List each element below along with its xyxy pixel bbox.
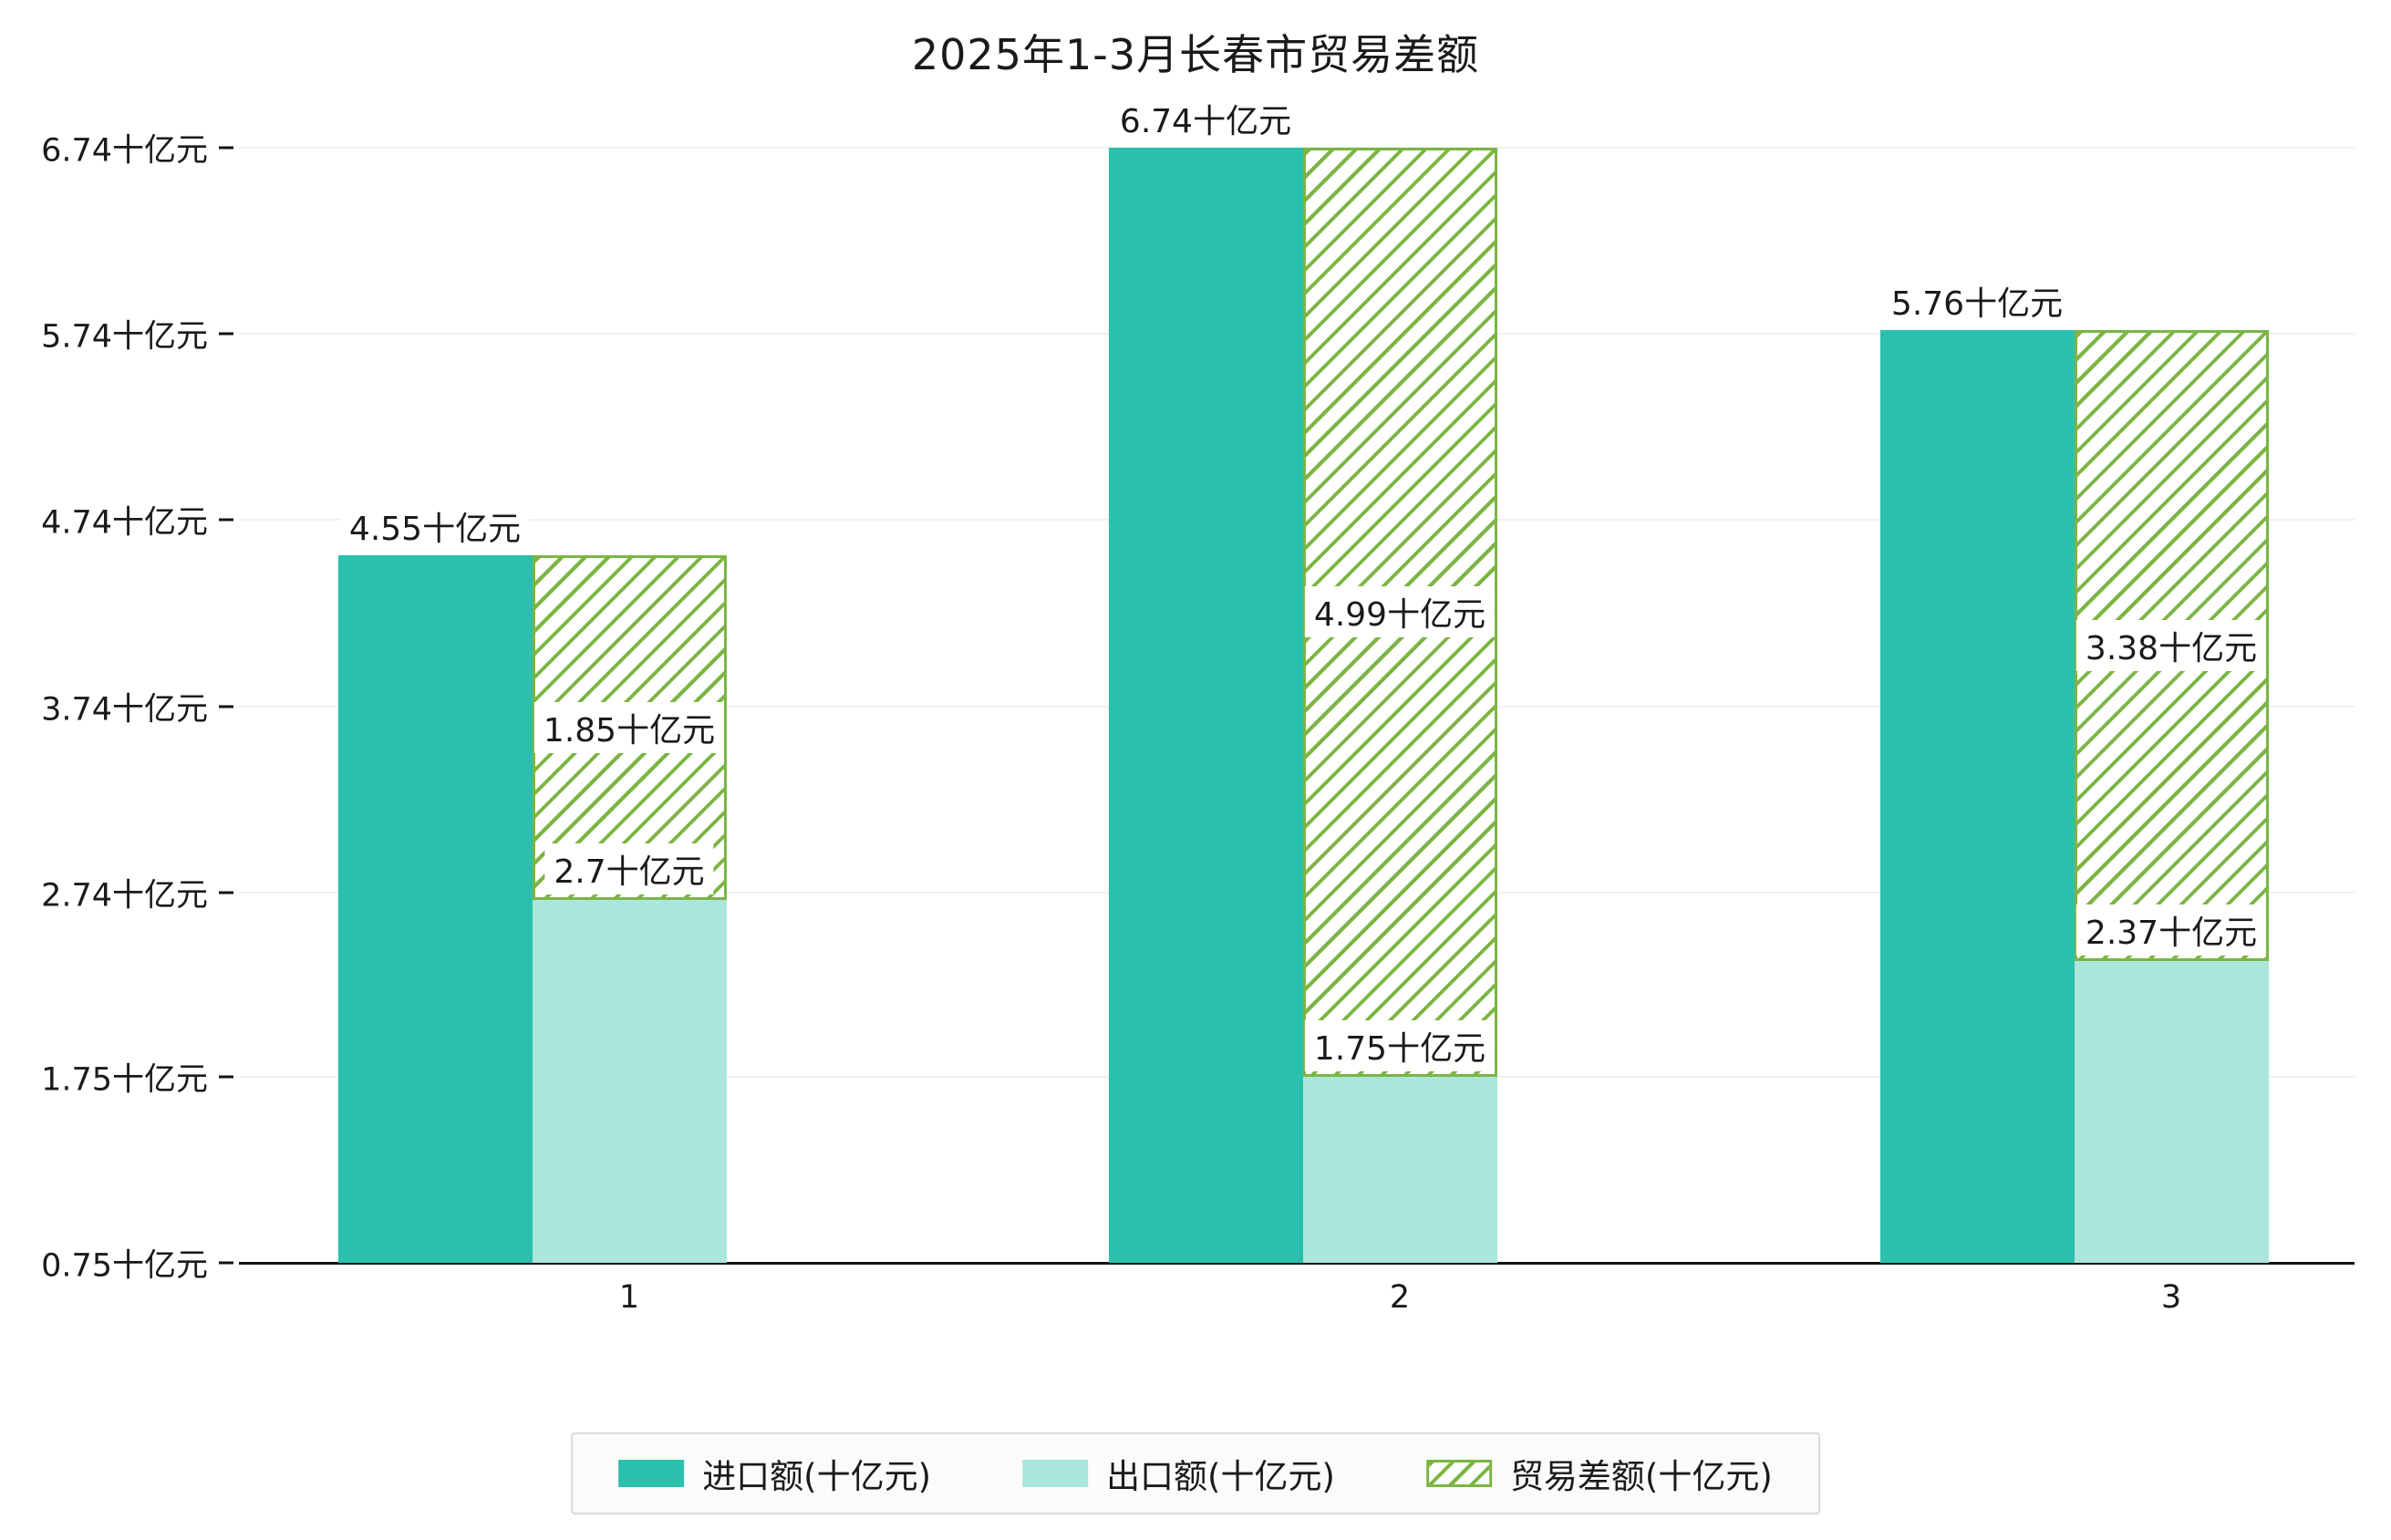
y-tick-mark (219, 146, 233, 150)
y-tick-mark (219, 518, 233, 522)
y-axis-tick-label: 4.74十亿元 (41, 504, 208, 542)
y-axis-tick-label: 6.74十亿元 (41, 132, 208, 170)
legend-label-balance: 贸易差额(十亿元) (1509, 1457, 1773, 1496)
export-swatch-icon (1022, 1460, 1089, 1487)
chart-title: 2025年1-3月长春市贸易差额 (911, 30, 1480, 79)
export-bar (532, 899, 727, 1263)
import-bar (1879, 330, 2075, 1263)
y-tick-mark (219, 705, 233, 708)
export-bar (1302, 1076, 1497, 1263)
balance-hatch-swatch-icon (1425, 1460, 1492, 1487)
balance-value-label: 1.85十亿元 (533, 702, 725, 753)
import-bar (1108, 148, 1303, 1263)
y-tick-mark (219, 1075, 233, 1079)
legend-item-export: 出口额(十亿元) (1022, 1449, 1335, 1498)
legend: 进口额(十亿元) 出口额(十亿元) 贸易差额(十亿元) (571, 1432, 1820, 1514)
legend-label-import: 进口额(十亿元) (702, 1457, 932, 1496)
y-axis-tick-label: 5.74十亿元 (41, 318, 208, 356)
balance-value-label: 4.99十亿元 (1304, 586, 1496, 638)
x-axis-line (239, 1262, 2355, 1265)
legend-item-balance: 贸易差额(十亿元) (1425, 1449, 1773, 1498)
legend-item-import: 进口额(十亿元) (618, 1449, 931, 1498)
y-tick-mark (219, 1261, 233, 1265)
x-axis-tick-label: 2 (1389, 1279, 1411, 1316)
balance-value-label: 3.38十亿元 (2075, 620, 2267, 672)
y-axis-tick-label: 2.74十亿元 (41, 877, 208, 915)
y-tick-mark (219, 332, 233, 336)
export-value-label: 1.75十亿元 (1304, 1019, 1496, 1071)
import-value-label: 4.55十亿元 (339, 501, 531, 553)
y-axis-tick-label: 1.75十亿元 (41, 1061, 208, 1099)
legend-label-export: 出口额(十亿元) (1106, 1457, 1335, 1496)
export-value-label: 2.7十亿元 (544, 842, 714, 894)
export-value-label: 2.37十亿元 (2075, 904, 2267, 956)
import-value-label: 5.76十亿元 (1881, 275, 2073, 327)
import-bar (337, 555, 533, 1263)
y-axis-tick-label: 0.75十亿元 (41, 1247, 208, 1285)
import-value-label: 6.74十亿元 (1110, 93, 1301, 144)
y-axis-tick-label: 3.74十亿元 (41, 691, 208, 729)
export-bar (2074, 961, 2269, 1263)
x-axis-tick-label: 3 (2160, 1279, 2182, 1316)
x-axis-tick-label: 1 (618, 1279, 640, 1316)
import-swatch-icon (618, 1460, 685, 1487)
y-tick-mark (219, 891, 233, 894)
